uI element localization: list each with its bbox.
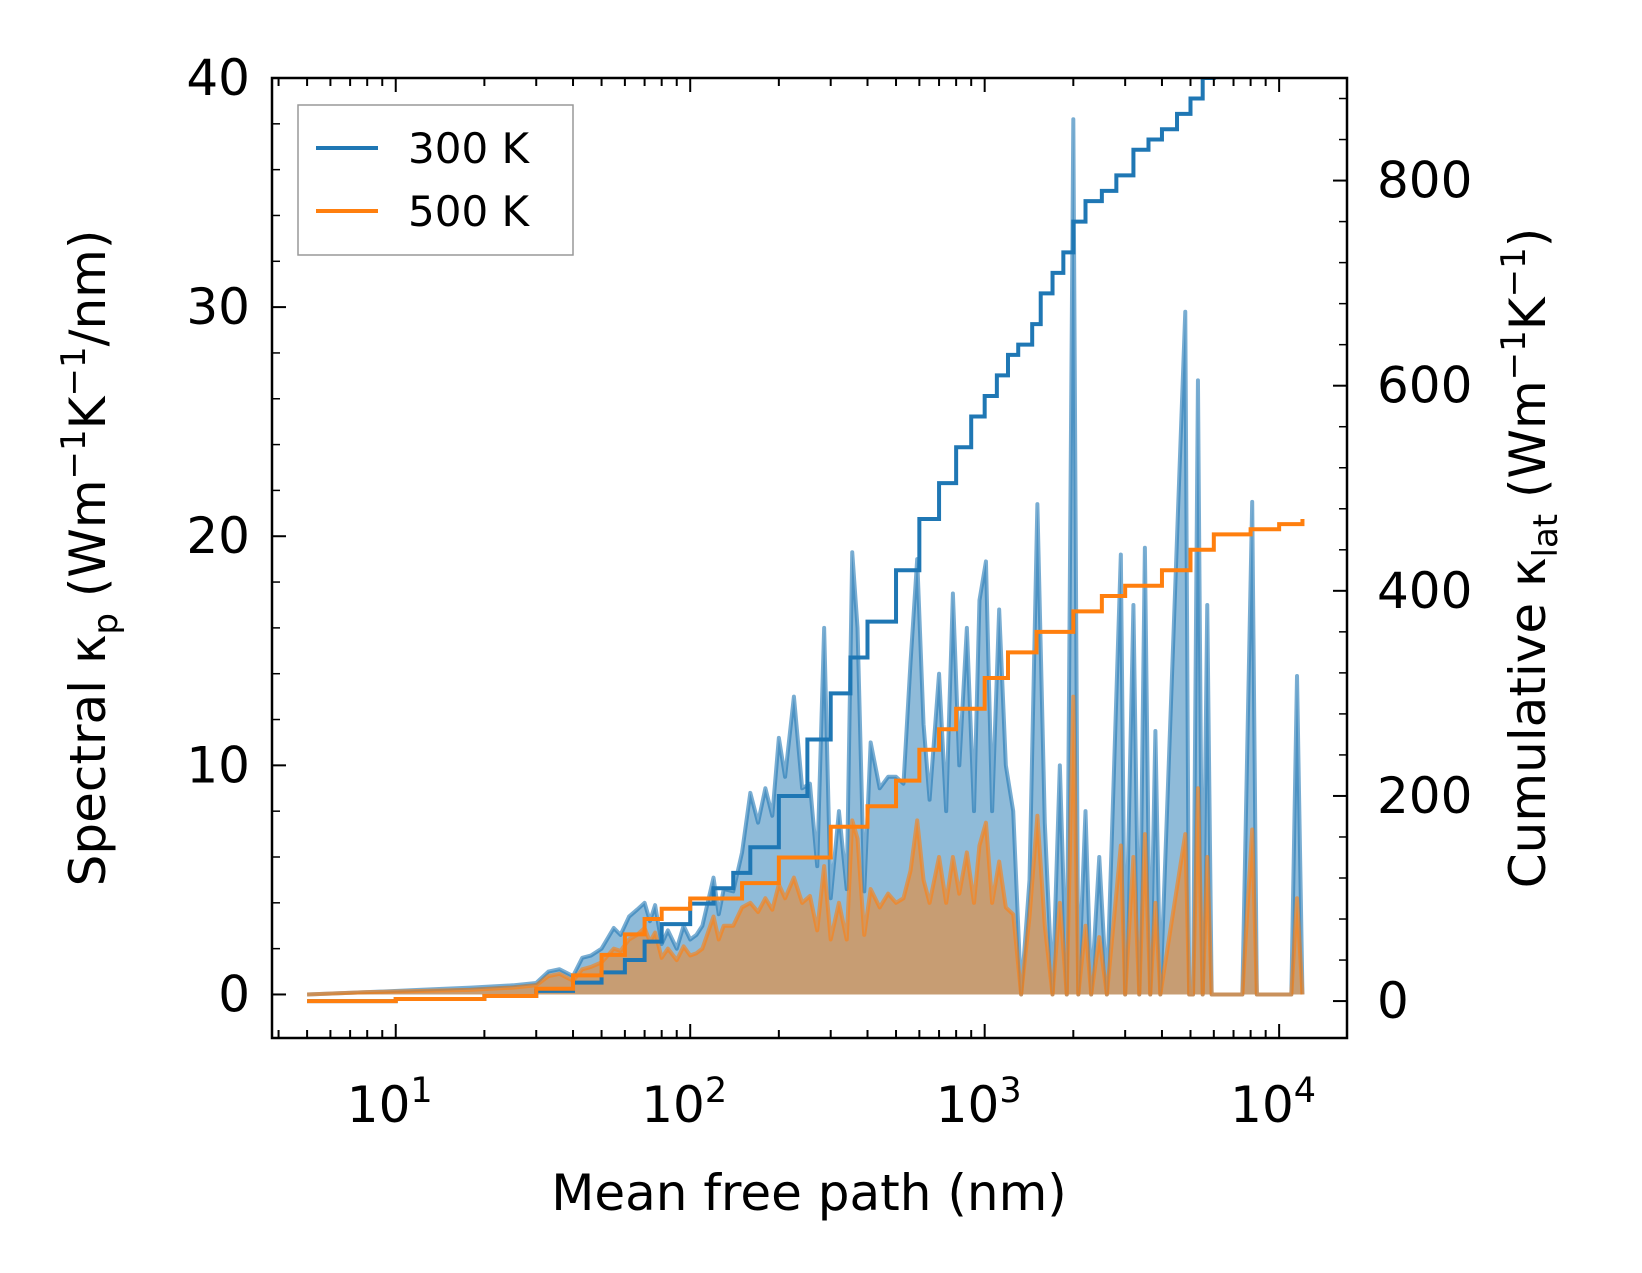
y-right-tick-label: 200: [1377, 767, 1472, 825]
x-tick-label-base: 10: [641, 1076, 705, 1134]
spectral-area-300k: [307, 119, 1303, 995]
cumulative-line-300k: [307, 78, 1216, 1004]
x-tick-label-base: 10: [1230, 1076, 1294, 1134]
y-right-label-exp1: −1: [1494, 330, 1534, 380]
y-axis-left-label: Spectral κp (Wm−1K−1/nm): [54, 230, 126, 887]
y-right-label-post: ): [1499, 228, 1557, 248]
x-tick-label-exp: 3: [999, 1071, 1021, 1111]
plot-frame: [270, 76, 1349, 1040]
y-left-tick-label: 0: [218, 965, 250, 1023]
legend-box: [297, 104, 574, 256]
x-tick-label: 103: [936, 1071, 1022, 1134]
y-left-tick-label: 20: [186, 507, 250, 565]
x-tick-label-base: 10: [936, 1076, 1000, 1134]
y-right-label-mid: K: [1499, 296, 1557, 330]
y-right-tick-label: 800: [1377, 152, 1472, 210]
y-left-label-pre: (Wm: [59, 479, 117, 613]
y-left-tick-label: 30: [186, 278, 250, 336]
x-axis-label: Mean free path (nm): [551, 1164, 1067, 1222]
y-left-label-exp2: −1: [54, 346, 94, 396]
spectral-area-500k: [307, 696, 1303, 995]
y-left-label-post: /nm): [59, 230, 117, 347]
legend-label-500k: 500 K: [408, 187, 531, 236]
y-left-label-exp1: −1: [54, 429, 94, 479]
y-left-tick-label: 10: [186, 736, 250, 794]
y-left-tick-label: 40: [186, 49, 250, 107]
y-left-label-main: Spectral κ: [59, 635, 117, 887]
x-tick-label: 104: [1230, 1071, 1316, 1134]
x-tick-label: 102: [641, 1071, 727, 1134]
y-right-tick-label: 600: [1377, 357, 1472, 415]
x-tick-label-exp: 2: [705, 1071, 727, 1111]
cumulative-line-500k: [307, 519, 1305, 1004]
y-left-label-mid: K: [59, 395, 117, 429]
x-tick-label: 101: [347, 1071, 433, 1134]
y-right-label-exp2: −1: [1494, 247, 1534, 297]
y-left-label-sub: p: [86, 613, 126, 635]
y-right-tick-label: 400: [1377, 562, 1472, 620]
x-tick-label-exp: 4: [1294, 1071, 1316, 1111]
legend-label-300k: 300 K: [408, 124, 531, 173]
legend: 300 K 500 K: [297, 104, 574, 256]
y-right-label-main: Cumulative κ: [1499, 557, 1557, 888]
y-right-label-sub: lat: [1526, 514, 1566, 558]
x-tick-label-base: 10: [347, 1076, 411, 1134]
y-axis-right-label: Cumulative κlat (Wm−1K−1): [1494, 228, 1566, 888]
y-right-label-pre: (Wm: [1499, 380, 1557, 514]
y-right-tick-label: 0: [1377, 972, 1409, 1030]
x-tick-label-exp: 1: [410, 1071, 432, 1111]
